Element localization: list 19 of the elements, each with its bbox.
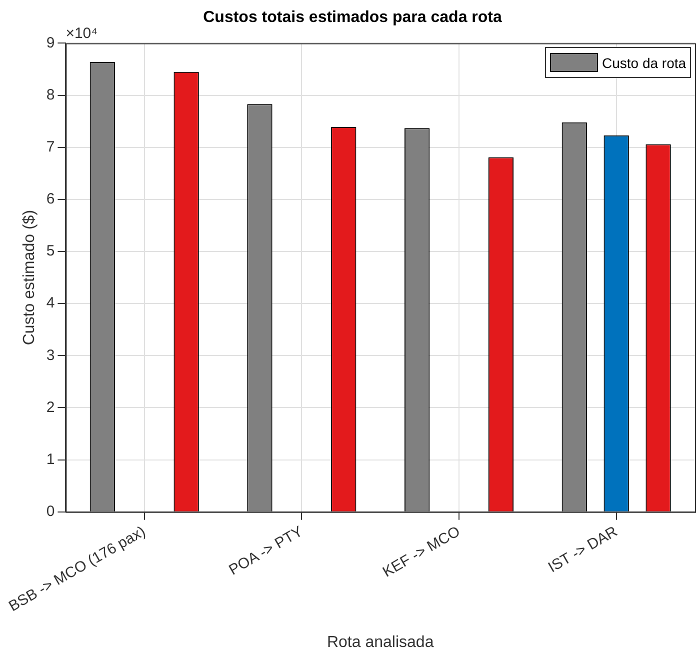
y-tick-label: 2 [46,398,55,416]
y-tick-label: 3 [46,346,55,364]
y-tick-label: 4 [46,294,55,312]
text: ×10⁴ [66,24,98,42]
legend-label: Custo da rota [602,54,686,71]
chart-title: Custos totais estimados para cada rota [203,9,502,26]
x-axis-title: Rota analisada [326,634,434,651]
x-tick-label: BSB -> MCO (176 pax) [6,523,148,616]
y-tick-label: 9 [46,34,55,52]
y-tick-label: 7 [46,138,55,156]
y-tick-label: 0 [46,503,55,520]
x-tick-label: POA -> PTY [226,523,306,579]
y-tick-label: 8 [46,86,55,104]
x-tick-label: IST -> DAR [545,522,621,576]
y-tick-label: 1 [46,450,55,468]
y-tick-label: 5 [46,242,55,260]
y-axis-title: Custo estimado ($) [21,210,38,346]
y-tick-label: 6 [46,190,55,208]
x-tick-label: KEF -> MCO [380,523,464,581]
